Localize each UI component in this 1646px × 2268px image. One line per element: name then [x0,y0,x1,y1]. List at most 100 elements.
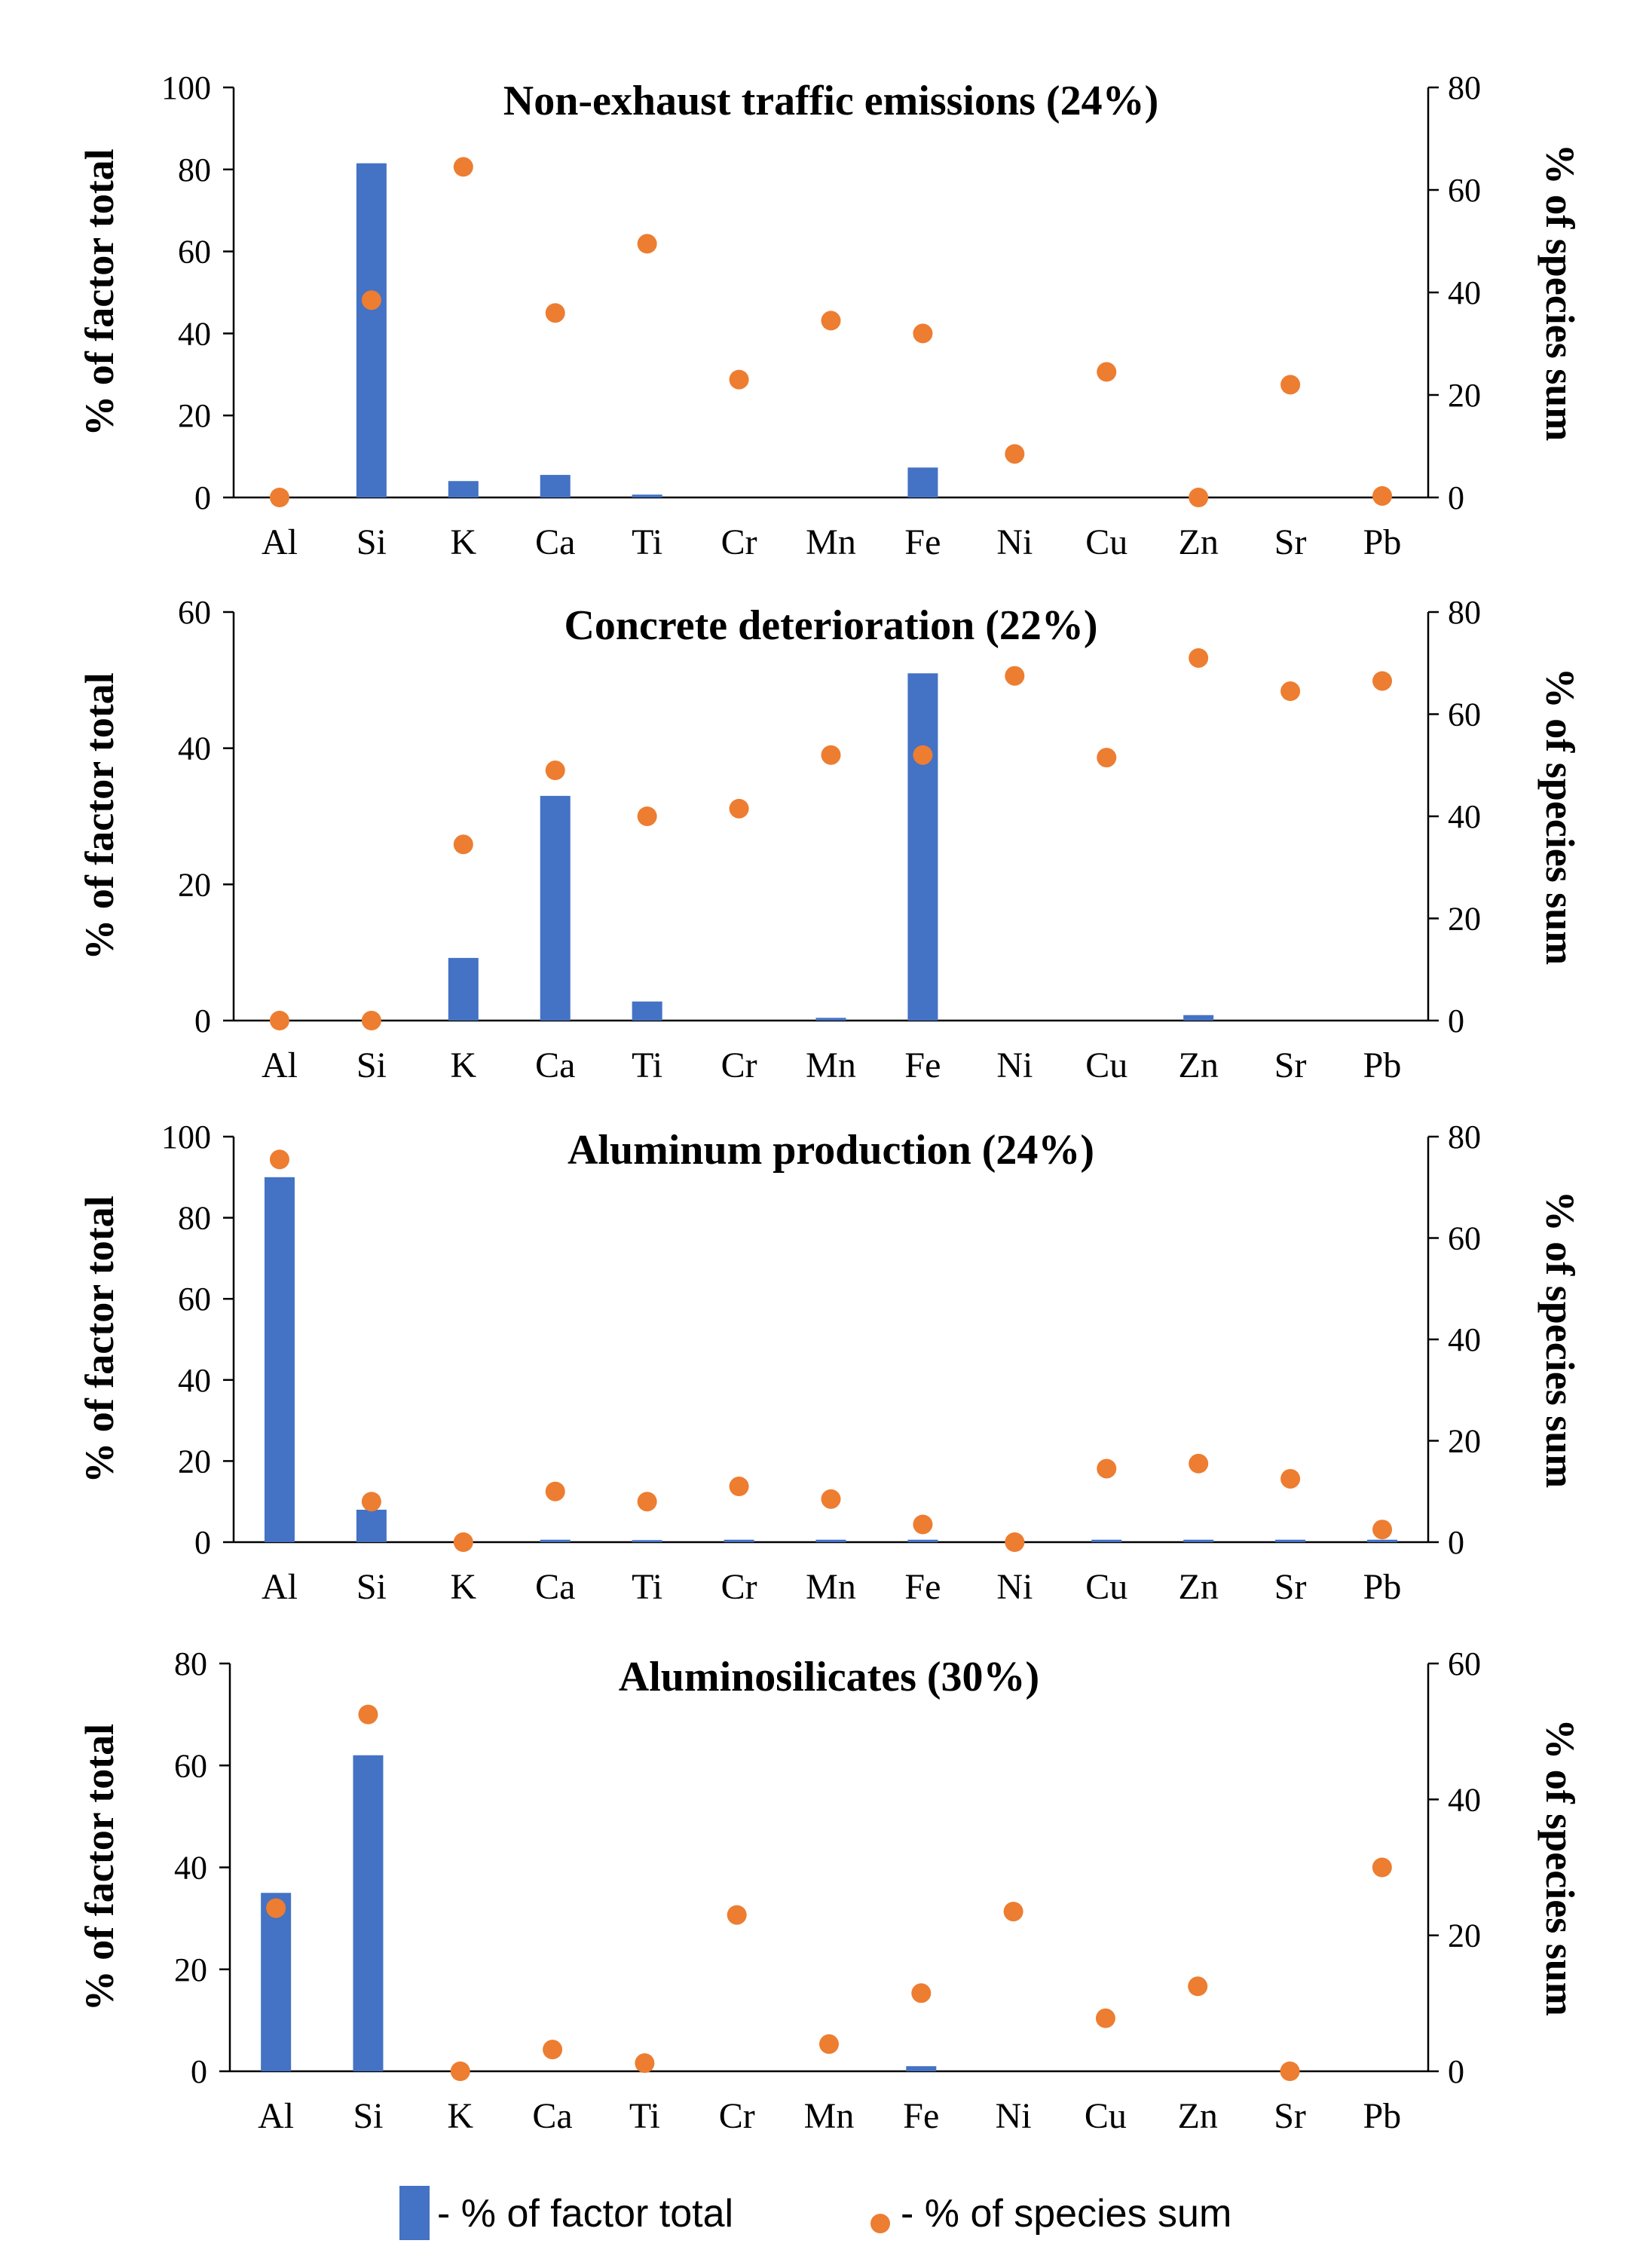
point-mn [821,311,841,331]
y-axis-title: % of factor total [77,1195,122,1483]
bar-si [356,163,387,497]
point-si [361,290,381,311]
bar-ti [632,1540,662,1542]
point-si [361,1492,381,1512]
left-tick-label: 0 [191,2053,207,2090]
point-ni [1005,666,1025,686]
category-label: Zn [1179,1045,1219,1085]
bar-fe [906,2066,937,2071]
right-tick-label: 40 [1448,1321,1481,1358]
category-label: Al [258,2096,294,2136]
point-cr [729,369,749,390]
point-k [453,157,473,177]
bar-fe [907,467,938,497]
category-label: Ca [535,1045,575,1085]
bar-mn [815,1539,846,1542]
category-label: Cr [721,522,757,562]
left-tick-label: 0 [194,1002,211,1039]
chart-panel-2: 0 20 40 60 0 20 40 60 80 Al Si K Ca Ti Cr Mn Fe Ni Cu Zn Sr P… [77,594,1583,1085]
category-label: Fe [904,1567,941,1607]
panel-title: Non-exhaust traffic emissions (24%) [503,78,1158,124]
point-ti [637,234,657,254]
category-label: Ti [632,1045,662,1085]
point-k [453,834,473,855]
category-label: Ni [996,1045,1033,1085]
left-tick-label: 0 [194,479,211,516]
category-label: Sr [1274,1567,1307,1607]
bar-k [448,481,479,497]
left-tick-label: 20 [178,1443,211,1480]
point-sr [1280,2061,1300,2081]
left-tick-label: 60 [178,594,211,631]
left-tick-label: 40 [178,1362,211,1399]
category-label: Pb [1363,522,1402,562]
point-ca [543,2040,563,2060]
point-pb [1372,485,1393,506]
category-label: Ca [535,1567,575,1607]
category-label: Fe [904,522,941,562]
category-label: Zn [1179,1567,1219,1607]
left-tick-label: 40 [178,315,211,352]
right-tick-label: 60 [1448,1220,1481,1257]
point-fe [913,1514,933,1535]
point-cr [727,1905,747,1925]
point-si [358,1704,378,1725]
panel-title: Concrete deterioration (22%) [564,602,1097,649]
point-mn [819,2034,839,2054]
bar-al [264,1177,295,1542]
category-label: K [450,1567,476,1607]
point-k [453,1532,473,1552]
right-tick-label: 40 [1448,798,1481,835]
left-tick-label: 20 [174,1951,207,1988]
point-mn [821,745,841,765]
left-tick-label: 40 [174,1850,207,1887]
legend-dot-swatch [870,2214,890,2233]
bar-ca [540,475,571,497]
right-tick-label: 0 [1448,479,1464,516]
point-cr [729,798,749,819]
left-tick-label: 60 [178,1281,211,1318]
y-axis-title: % of factor total [77,672,122,960]
bar-pb [1367,1539,1398,1542]
category-label: Cr [721,1567,757,1607]
category-label: Cr [719,2096,755,2136]
bar-ca [540,1539,571,1542]
right-tick-label: 40 [1448,274,1481,311]
category-label: Cr [721,1045,757,1085]
point-cu [1097,1458,1117,1479]
right-tick-label: 60 [1448,172,1481,209]
left-tick-label: 20 [178,397,211,434]
category-label: Cu [1085,1567,1127,1607]
category-label: Cu [1085,2096,1127,2136]
category-label: Mn [806,1045,856,1085]
point-cu [1097,748,1117,768]
point-cu [1097,362,1117,382]
category-label: Pb [1363,1045,1402,1085]
category-label: Al [262,522,298,562]
point-zn [1189,647,1209,668]
category-label: Ti [632,1567,662,1607]
point-al [269,1011,289,1030]
right-tick-label: 20 [1448,1918,1481,1954]
category-label: Ni [996,1567,1033,1607]
point-zn [1189,1453,1209,1474]
point-al [269,1149,289,1170]
y2-axis-title: % of species sum [1537,144,1583,441]
category-label: Ni [996,522,1033,562]
chart-panel-1: 0 20 40 60 80 100 0 20 40 60 80 Al Si K Ca Ti Cr Mn Fe Ni Cu… [77,69,1583,562]
point-fe [913,745,933,765]
point-fe [913,323,933,344]
chart-panels: 0 20 40 60 80 100 0 20 40 60 80 Al Si K Ca Ti Cr Mn Fe Ni Cu… [77,69,1583,2136]
category-label: Sr [1274,522,1307,562]
legend-bar-swatch [399,2186,430,2240]
right-tick-label: 0 [1448,1524,1464,1561]
point-pb [1372,1857,1392,1878]
left-tick-label: 80 [178,1200,211,1237]
left-tick-label: 100 [161,69,211,106]
left-tick-label: 100 [161,1119,211,1155]
left-tick-label: 80 [174,1645,207,1682]
category-label: Mn [806,522,856,562]
point-pb [1372,1520,1393,1540]
right-tick-label: 20 [1448,377,1481,414]
category-label: Si [353,2096,383,2136]
